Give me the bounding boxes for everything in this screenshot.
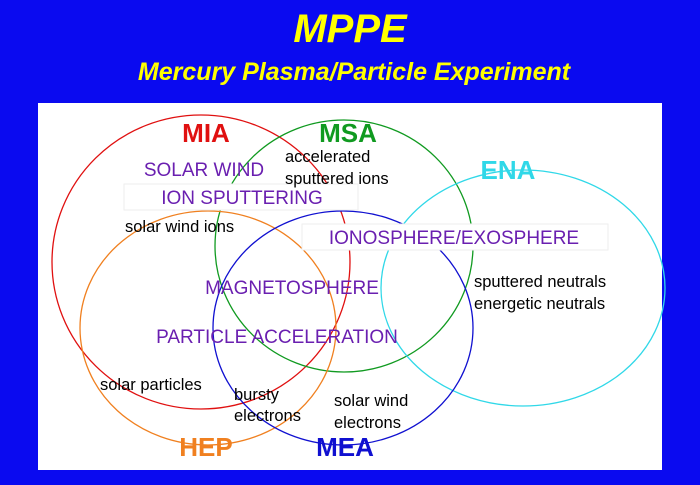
topic-label: IONOSPHERE/EXOSPHERE [329, 228, 579, 249]
set-label: MEA [316, 432, 374, 462]
set-label: ENA [481, 155, 536, 185]
set-label: HEP [179, 432, 232, 462]
title: MPPE [293, 7, 408, 51]
subtitle: Mercury Plasma/Particle Experiment [138, 58, 572, 86]
note: electrons [234, 407, 301, 425]
set-label: MIA [182, 118, 230, 148]
note: sputtered neutrals [474, 273, 606, 291]
note: electrons [334, 414, 401, 432]
label-box [301, 223, 609, 251]
panel [38, 103, 662, 470]
set-label: MSA [319, 118, 377, 148]
note: energetic neutrals [474, 295, 605, 313]
topic-label: MAGNETOSPHERE [205, 278, 379, 299]
label-box [123, 183, 359, 211]
topic-label: SOLAR WIND [144, 160, 264, 181]
note: sputtered ions [285, 170, 389, 188]
note: accelerated [285, 148, 370, 166]
note: solar wind ions [125, 218, 234, 236]
note: solar particles [100, 376, 202, 394]
note: bursty [234, 386, 280, 404]
mea-circle [212, 210, 474, 446]
topic-label: PARTICLE ACCELERATION [156, 327, 398, 348]
hep-circle [79, 210, 337, 446]
ena-circle [380, 169, 666, 407]
note: solar wind [334, 392, 408, 410]
topic-label: ION SPUTTERING [161, 188, 323, 209]
mia-circle [51, 114, 351, 410]
